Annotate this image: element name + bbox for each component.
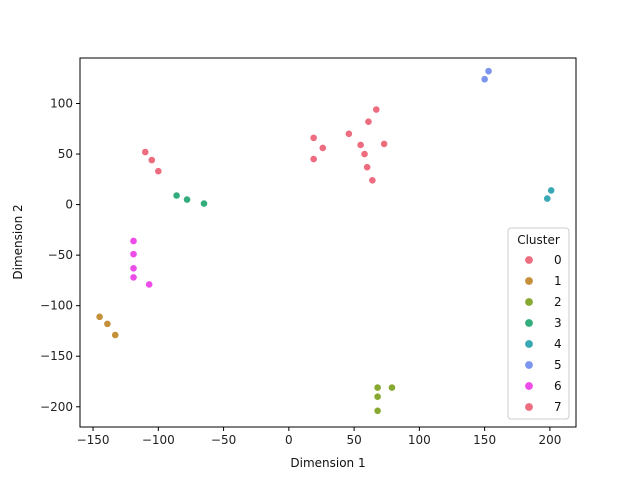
x-tick-label: 100	[408, 433, 431, 447]
data-point-cluster-0	[309, 155, 318, 163]
legend-label-6: 6	[554, 379, 562, 393]
data-point-cluster-0	[141, 148, 150, 156]
data-point-cluster-2	[373, 406, 382, 415]
data-point-cluster-6	[145, 280, 154, 289]
data-point-cluster-0	[360, 150, 369, 158]
data-point-cluster-0	[380, 140, 389, 148]
data-point-cluster-3	[172, 191, 181, 200]
legend-label-5: 5	[554, 358, 562, 372]
x-axis-label: Dimension 1	[290, 456, 365, 470]
y-tick-label: 0	[65, 198, 73, 212]
legend-label-3: 3	[554, 316, 562, 330]
y-tick-label: −100	[40, 299, 73, 313]
legend-label-2: 2	[554, 295, 562, 309]
legend: Cluster 0 1 2 3 4 5 6 7	[507, 227, 570, 420]
data-point-cluster-0	[356, 141, 365, 149]
data-point-cluster-3	[200, 199, 208, 208]
data-point-cluster-1	[103, 319, 112, 328]
data-point-cluster-0	[368, 176, 377, 185]
legend-marker-7	[524, 402, 534, 412]
data-point-cluster-0	[154, 167, 163, 176]
y-tick-label: −50	[48, 248, 73, 262]
legend-marker-3	[524, 318, 534, 328]
data-point-cluster-6	[129, 273, 138, 282]
y-axis-label: Dimension 2	[11, 204, 25, 279]
data-point-cluster-1	[95, 312, 104, 321]
data-point-cluster-0	[364, 117, 373, 126]
legend-title: Cluster	[517, 233, 560, 247]
x-tick-label: −50	[211, 433, 236, 447]
y-tick-label: 100	[50, 96, 73, 110]
data-point-cluster-2	[388, 383, 396, 392]
y-tick-label: 50	[58, 147, 73, 161]
legend-marker-1	[524, 276, 534, 286]
data-point-cluster-3	[183, 195, 191, 204]
legend-box	[507, 227, 570, 420]
x-tick-label: 0	[285, 433, 293, 447]
legend-label-7: 7	[554, 400, 562, 414]
data-point-cluster-0	[372, 105, 381, 114]
data-point-cluster-0	[309, 133, 318, 142]
x-tick-label: 50	[346, 433, 361, 447]
data-point-cluster-0	[318, 144, 327, 152]
data-point-cluster-6	[129, 250, 138, 259]
legend-marker-2	[524, 297, 534, 307]
data-point-cluster-2	[373, 383, 382, 392]
y-tick-label: −150	[40, 349, 73, 363]
x-tick-label: −100	[142, 433, 175, 447]
x-tick-label: 150	[473, 433, 496, 447]
data-point-cluster-0	[363, 163, 372, 172]
data-point-cluster-6	[129, 237, 138, 245]
data-point-cluster-5	[480, 75, 489, 84]
x-tick-label: −150	[77, 433, 110, 447]
data-point-cluster-4	[543, 194, 552, 203]
legend-items: 0 1 2 3 4 5 6 7	[524, 253, 562, 414]
y-axis-ticks: −200 −150 −100 −50 0 50 100	[40, 96, 80, 414]
data-point-cluster-4	[547, 186, 556, 195]
y-tick-label: −200	[40, 400, 73, 414]
x-tick-label: 200	[538, 433, 561, 447]
legend-marker-0	[524, 255, 534, 265]
points-layer	[95, 67, 556, 415]
data-point-cluster-2	[373, 392, 382, 401]
legend-marker-5	[524, 360, 534, 370]
data-point-cluster-1	[111, 331, 120, 339]
data-point-cluster-6	[129, 264, 138, 273]
legend-label-0: 0	[554, 253, 562, 267]
legend-label-1: 1	[554, 274, 562, 288]
data-point-cluster-5	[484, 67, 493, 76]
data-point-cluster-0	[147, 156, 156, 165]
x-axis-ticks: −150 −100 −50 0 50 100 150 200	[77, 427, 561, 447]
data-point-cluster-0	[344, 129, 353, 138]
legend-marker-6	[524, 381, 534, 391]
legend-marker-4	[524, 339, 534, 349]
legend-label-4: 4	[554, 337, 562, 351]
axes-frame	[79, 57, 577, 428]
